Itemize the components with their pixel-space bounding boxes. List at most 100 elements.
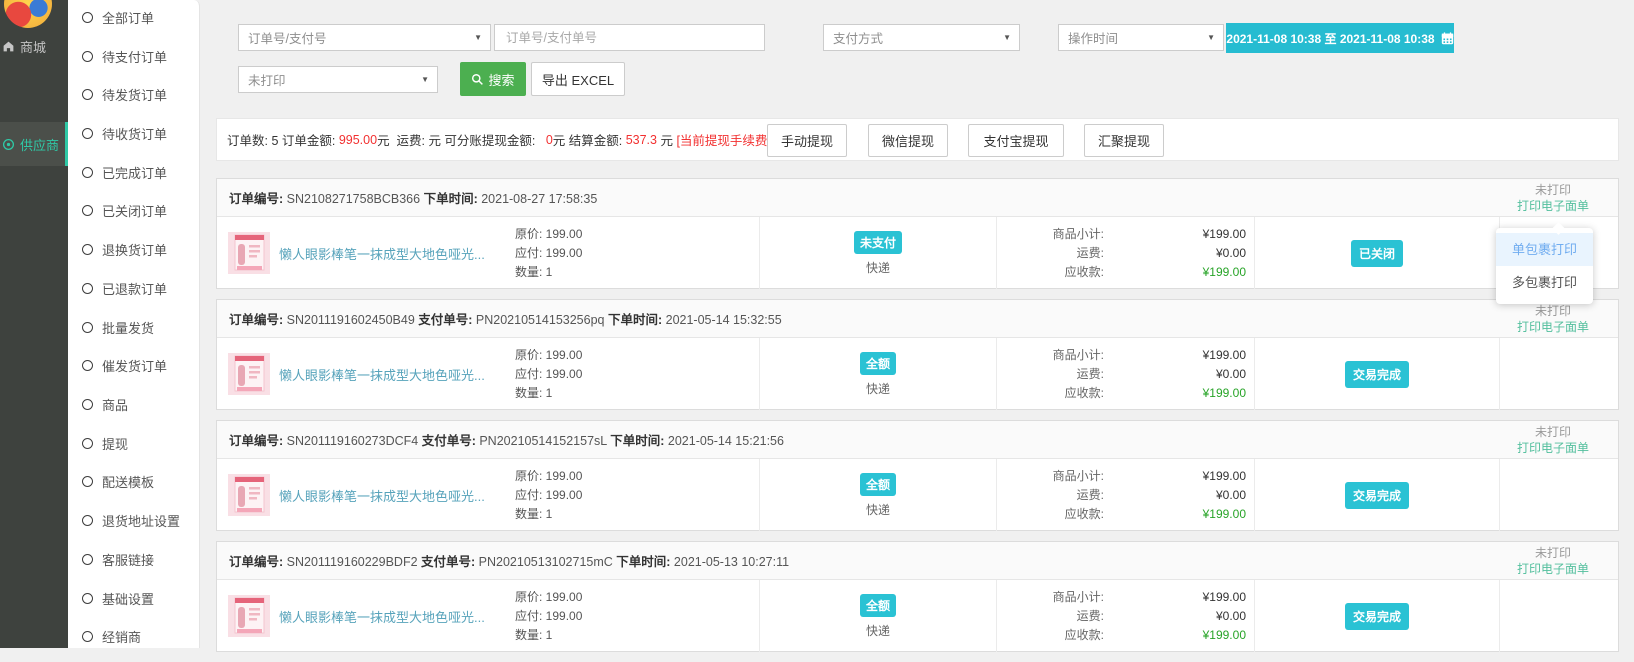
huiju-withdraw-button[interactable]: 汇聚提现 [1084, 124, 1164, 157]
print-status-select[interactable]: 未打印 ▼ [238, 66, 438, 93]
export-excel-label: 导出 EXCEL [541, 72, 615, 88]
side-menu: 全部订单 待支付订单 待发货订单 待收货订单 已完成订单 已关闭订单 退换货订单… [68, 0, 200, 648]
totals-cell: 商品小计: ¥199.00 运费: ¥0.00 应收款: ¥199.00 [996, 338, 1254, 410]
chevron-down-icon: ▼ [1207, 33, 1215, 42]
product-image[interactable] [228, 474, 270, 516]
sidebar-menu-item[interactable]: 已关闭订单 [68, 192, 199, 231]
sidebar-menu-item[interactable]: 基础设置 [68, 579, 199, 618]
avatar[interactable] [4, 0, 52, 28]
search-button[interactable]: 搜索 [460, 62, 526, 96]
ship-method-label: 快递 [865, 260, 890, 275]
summary-segment: 订单数: 5 订单金额: [227, 134, 339, 148]
sidebar-menu-item[interactable]: 全部订单 [68, 0, 199, 37]
product-image[interactable] [228, 353, 270, 395]
print-waybill-link[interactable]: 打印电子面单 [1516, 441, 1589, 455]
radio-icon [82, 321, 93, 333]
sidebar-menu-item[interactable]: 配送模板 [68, 463, 199, 502]
main-content: 订单号/支付号 ▼ 支付方式 ▼ 操作时间 ▼ 2021-11-08 10:38… [200, 0, 1634, 652]
radio-icon [82, 360, 93, 372]
totals-row: 商品小计: ¥199.00 [1052, 589, 1246, 604]
price-original: 原价: 199.00 [515, 226, 583, 241]
totals-row: 运费: ¥0.00 [1076, 487, 1246, 502]
manual-withdraw-button[interactable]: 手动提现 [767, 124, 847, 157]
summary-segment: 元 结算金额: [552, 134, 626, 148]
supplier-icon [2, 138, 15, 151]
rail-item-mall[interactable]: 商城 [0, 32, 68, 60]
product-name-link[interactable]: 懒人眼影棒笔一抹成型大地色哑光... [279, 609, 485, 625]
sidebar-menu-item[interactable]: 批量发货 [68, 308, 199, 347]
sidebar-menu-item[interactable]: 已退款订单 [68, 269, 199, 308]
menu-item-label: 已关闭订单 [102, 204, 168, 220]
print-dropdown: 单包裹打印多包裹打印 [1496, 228, 1593, 304]
menu-item-label: 基础设置 [102, 591, 155, 607]
sidebar-menu-item[interactable]: 客服链接 [68, 540, 199, 579]
sidebar-menu-item[interactable]: 退换货订单 [68, 230, 199, 269]
payment-status-badge: 全额 [859, 472, 896, 496]
menu-item-label: 待收货订单 [102, 127, 168, 143]
ship-method-label: 快递 [865, 623, 890, 638]
price-payable: 应付: 199.00 [515, 245, 583, 260]
print-block: 未打印 打印电子面单 [1498, 424, 1608, 456]
dropdown-item[interactable]: 多包裹打印 [1511, 275, 1577, 290]
print-waybill-link[interactable]: 打印电子面单 [1516, 199, 1589, 213]
radio-icon [82, 282, 93, 294]
print-waybill-link[interactable]: 打印电子面单 [1516, 562, 1589, 576]
print-action-cell [1499, 580, 1618, 652]
print-waybill-link[interactable]: 打印电子面单 [1516, 320, 1589, 334]
product-image[interactable] [228, 232, 270, 274]
payment-cell: 未支付 快递 [759, 217, 996, 289]
order-field-select[interactable]: 订单号/支付号 ▼ [238, 24, 491, 51]
date-range-button[interactable]: 2021-11-08 10:38 至 2021-11-08 10:38 [1226, 23, 1454, 53]
print-block: 未打印 打印电子面单 [1498, 182, 1608, 214]
time-type-select[interactable]: 操作时间 ▼ [1058, 24, 1224, 51]
export-excel-button[interactable]: 导出 EXCEL [531, 62, 625, 96]
sidebar-menu-item[interactable]: 退货地址设置 [68, 501, 199, 540]
product-name-link[interactable]: 懒人眼影棒笔一抹成型大地色哑光... [279, 246, 485, 262]
sidebar-menu-item[interactable]: 待发货订单 [68, 75, 199, 114]
sidebar-menu-item[interactable]: 经销商 [68, 618, 199, 649]
ship-method-label: 快递 [865, 502, 890, 517]
order-status-badge: 交易完成 [1344, 360, 1409, 388]
radio-icon [82, 89, 93, 101]
product-name-link[interactable]: 懒人眼影棒笔一抹成型大地色哑光... [279, 367, 485, 383]
wechat-withdraw-button[interactable]: 微信提现 [868, 124, 948, 157]
order-header-text: 订单编号: SN201119160229BDF2 支付单号: PN2021051… [229, 555, 790, 569]
radio-icon [82, 437, 93, 449]
summary-segment: 537.3 [625, 132, 657, 147]
alipay-withdraw-button[interactable]: 支付宝提现 [968, 124, 1064, 157]
price-qty: 数量: 1 [515, 264, 553, 279]
product-name-link[interactable]: 懒人眼影棒笔一抹成型大地色哑光... [279, 488, 485, 504]
order-status-badge: 交易完成 [1344, 602, 1409, 630]
date-range-value: 2021-11-08 10:38 至 2021-11-08 10:38 [1226, 31, 1435, 46]
menu-item-label: 客服链接 [102, 552, 155, 568]
order-card: 订单编号: SN201119160229BDF2 支付单号: PN2021051… [216, 541, 1619, 652]
sidebar-menu-item[interactable]: 已完成订单 [68, 153, 199, 192]
radio-icon [82, 553, 93, 565]
totals-row: 应收款: ¥199.00 [1064, 506, 1246, 521]
order-status-badge: 已关闭 [1350, 239, 1403, 267]
order-header-text: 订单编号: SN2011191602450B49 支付单号: PN2021051… [229, 313, 782, 327]
order-header-text: 订单编号: SN2108271758BCB366 下单时间: 2021-08-2… [229, 192, 598, 206]
sidebar-menu-item[interactable]: 催发货订单 [68, 346, 199, 385]
pay-method-select-value: 支付方式 [833, 32, 884, 46]
radio-icon [82, 50, 93, 62]
menu-item-label: 待发货订单 [102, 88, 168, 104]
sidebar-menu-item[interactable]: 待收货订单 [68, 114, 199, 153]
totals-row: 应收款: ¥199.00 [1064, 627, 1246, 642]
summary-segment: 元 [656, 134, 677, 148]
pay-method-select[interactable]: 支付方式 ▼ [823, 24, 1020, 51]
rail-item-supplier[interactable]: 供应商 [0, 122, 68, 166]
summary-segment: 995.00 [338, 132, 378, 147]
product-image[interactable] [228, 595, 270, 637]
radio-icon [82, 205, 93, 217]
radio-icon [82, 476, 93, 488]
keyword-input-wrap [494, 24, 765, 51]
status-cell: 交易完成 [1254, 338, 1499, 410]
sidebar-menu-item[interactable]: 提现 [68, 424, 199, 463]
dropdown-item[interactable]: 单包裹打印 [1496, 233, 1593, 266]
sidebar-menu-item[interactable]: 待支付订单 [68, 37, 199, 76]
sidebar-menu-item[interactable]: 商品 [68, 385, 199, 424]
ship-method-label: 快递 [865, 381, 890, 396]
keyword-input[interactable] [504, 29, 755, 46]
